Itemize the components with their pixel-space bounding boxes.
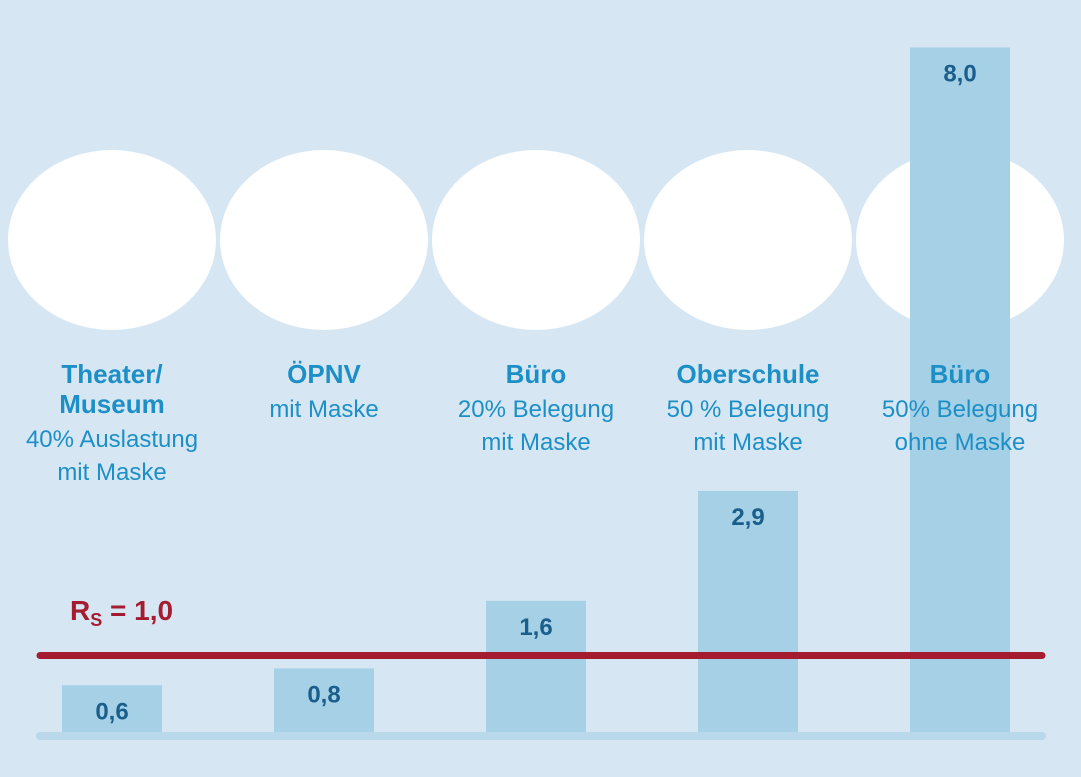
category-title-4: Oberschule — [676, 359, 819, 389]
category-subtitle-4: 50 % Belegung — [667, 396, 830, 423]
category-title-2: ÖPNV — [287, 359, 361, 389]
category-title-5: Büro — [930, 359, 991, 389]
bar-value-label-1: 0,6 — [95, 698, 128, 725]
theater-audience-icon — [8, 150, 216, 330]
category-subtitle-5: 50% Belegung — [882, 396, 1038, 423]
bar-5 — [910, 47, 1010, 736]
bar-1 — [62, 685, 162, 736]
category-title-1: Museum — [59, 389, 164, 419]
bar-4 — [698, 490, 798, 736]
bar-value-label-4: 2,9 — [731, 504, 764, 531]
office-desk-icon — [432, 150, 640, 330]
category-subtitle-5: ohne Maske — [895, 429, 1026, 456]
category-subtitle-1: mit Maske — [57, 459, 166, 486]
public-transport-icon — [220, 150, 428, 330]
category-subtitle-1: 40% Auslastung — [26, 426, 198, 453]
bar-3 — [486, 600, 586, 736]
reference-line-label: RS = 1,0 — [70, 595, 173, 630]
classroom-icon — [644, 150, 852, 330]
category-title-3: Büro — [506, 359, 567, 389]
category-subtitle-3: mit Maske — [481, 429, 590, 456]
bar-2 — [274, 668, 374, 736]
category-subtitle-2: mit Maske — [269, 396, 378, 423]
bar-value-label-3: 1,6 — [519, 614, 552, 641]
category-subtitle-4: mit Maske — [693, 429, 802, 456]
bar-value-label-2: 0,8 — [307, 681, 340, 708]
category-title-1: Theater/ — [61, 359, 162, 389]
category-subtitle-3: 20% Belegung — [458, 396, 614, 423]
bar-value-label-5: 8,0 — [943, 60, 976, 87]
